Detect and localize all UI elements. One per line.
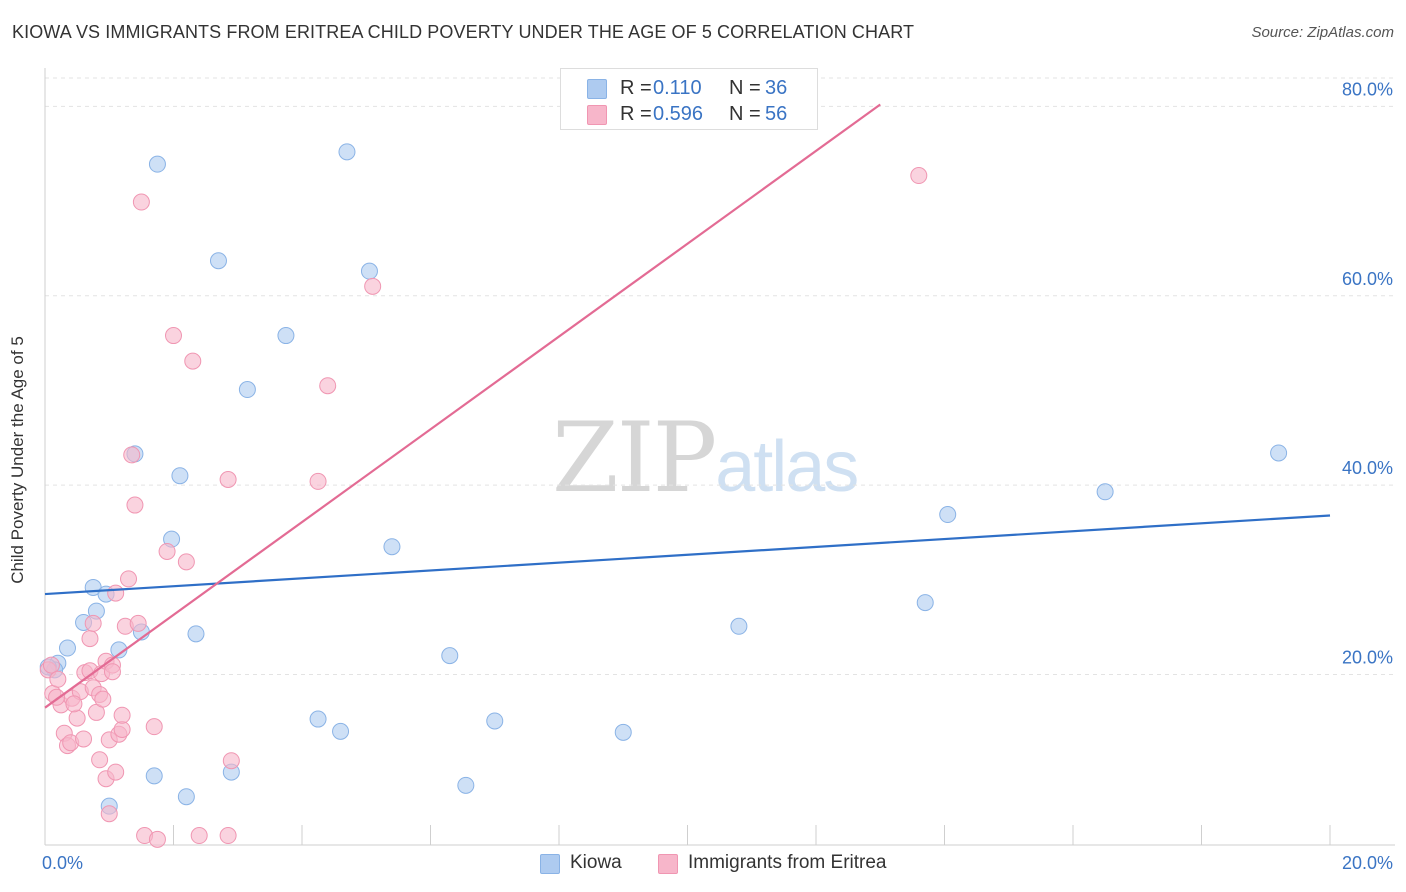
kiowa-swatch: [587, 79, 607, 99]
kiowa-point: [277, 327, 295, 345]
n-label: N =: [729, 77, 761, 99]
eritrea-point: [910, 167, 928, 185]
x-tick-label: 0.0%: [42, 853, 83, 873]
watermark-atlas: atlas: [715, 427, 859, 507]
source-attribution: Source: ZipAtlas.com: [1251, 24, 1394, 41]
kiowa-point: [383, 538, 401, 556]
eritrea-point: [84, 614, 102, 632]
kiowa-point: [171, 467, 189, 485]
eritrea-point: [113, 720, 131, 738]
eritrea-point: [145, 718, 163, 736]
eritrea-point: [113, 706, 131, 724]
eritrea-point: [158, 542, 176, 560]
eritrea-point: [190, 827, 208, 845]
tick-labels: 20.0% 40.0% 60.0% 80.0% 0.0% 20.0%: [42, 79, 1393, 873]
series-eritrea-points: [39, 167, 928, 848]
eritrea-point: [165, 327, 182, 345]
axes: [44, 68, 1395, 846]
kiowa-point: [614, 723, 632, 741]
eritrea-point: [132, 193, 150, 211]
eritrea-point: [219, 827, 237, 845]
eritrea-point: [94, 690, 112, 708]
eritrea-point: [120, 570, 138, 588]
n-value: 56: [765, 103, 788, 125]
eritrea-point: [319, 377, 337, 395]
eritrea-point: [129, 614, 147, 632]
eritrea-point: [68, 709, 86, 727]
kiowa-point: [209, 252, 227, 270]
kiowa-point: [939, 506, 957, 524]
eritrea-point: [91, 751, 109, 769]
kiowa-point: [110, 641, 128, 659]
kiowa-point: [145, 767, 163, 785]
eritrea-point: [219, 470, 237, 488]
trend-lines: [44, 103, 1331, 709]
gridlines: [45, 77, 1395, 676]
kiowa-point: [338, 143, 356, 161]
r-label: R =: [620, 77, 652, 99]
eritrea-point: [148, 830, 166, 848]
chart-title: KIOWA VS IMMIGRANTS FROM ERITREA CHILD P…: [12, 22, 915, 42]
y-tick-label: 80.0%: [1342, 79, 1393, 99]
eritrea-point: [65, 695, 83, 713]
eritrea-swatch: [658, 854, 678, 874]
n-label: N =: [729, 103, 761, 125]
kiowa-point: [332, 722, 350, 740]
eritrea-swatch: [587, 105, 607, 125]
kiowa-point: [1096, 483, 1114, 501]
kiowa-point: [177, 788, 195, 806]
kiowa-point: [58, 639, 76, 657]
kiowa-point: [457, 776, 475, 794]
legend-label-eritrea: Immigrants from Eritrea: [688, 852, 887, 873]
r-label: R =: [620, 103, 652, 125]
eritrea-point: [222, 752, 240, 770]
eritrea-point: [107, 584, 125, 602]
r-value: 0.110: [653, 77, 702, 99]
eritrea-point: [100, 805, 118, 823]
kiowa-point: [309, 710, 327, 728]
eritrea-point: [81, 630, 99, 648]
eritrea-point: [177, 553, 195, 571]
kiowa-point: [238, 381, 256, 399]
n-value: 36: [765, 77, 788, 99]
kiowa-point: [441, 647, 459, 665]
eritrea-point: [75, 730, 93, 748]
legend-label-kiowa: Kiowa: [570, 852, 622, 873]
stats-legend: R = 0.110 N = 36 R = 0.596 N = 56: [560, 68, 818, 130]
eritrea-point: [103, 663, 121, 681]
watermark-zip: ZIP: [552, 402, 717, 514]
eritrea-trend-line: [44, 103, 881, 709]
eritrea-point: [42, 656, 60, 674]
kiowa-point: [1270, 444, 1288, 462]
kiowa-swatch: [540, 854, 560, 874]
kiowa-point: [187, 625, 205, 643]
eritrea-point: [107, 763, 125, 781]
kiowa-trend-line: [44, 514, 1331, 596]
y-tick-label: 20.0%: [1342, 648, 1393, 668]
x-tick-label: 20.0%: [1342, 853, 1393, 873]
eritrea-point: [184, 352, 202, 370]
eritrea-point: [309, 472, 327, 490]
kiowa-point: [360, 262, 378, 280]
kiowa-point: [730, 617, 748, 635]
eritrea-point: [123, 446, 141, 464]
watermark: ZIPatlas: [552, 402, 859, 514]
eritrea-point: [364, 277, 382, 295]
r-value: 0.596: [653, 103, 704, 125]
eritrea-point: [126, 496, 144, 514]
kiowa-point: [148, 155, 166, 173]
eritrea-point: [49, 670, 67, 688]
kiowa-point: [916, 594, 934, 612]
kiowa-point: [486, 712, 504, 730]
y-tick-label: 40.0%: [1342, 458, 1393, 478]
y-tick-label: 60.0%: [1342, 269, 1393, 289]
